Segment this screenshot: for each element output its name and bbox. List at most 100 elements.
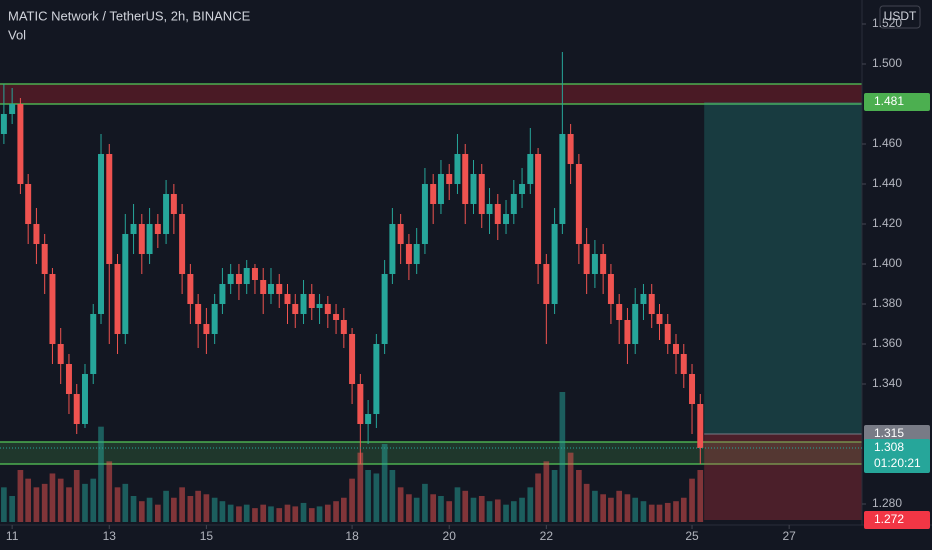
volume-bar: [292, 506, 299, 522]
volume-bar: [519, 497, 525, 522]
volume-bar: [422, 483, 428, 522]
candle-body: [510, 194, 517, 214]
volume-bar: [510, 501, 517, 522]
candle-body: [81, 374, 88, 424]
volume-bar: [171, 497, 177, 522]
candle-body: [478, 174, 485, 214]
volume-bar: [551, 470, 558, 522]
volume-bar: [25, 478, 31, 522]
candle-body: [9, 104, 16, 114]
candle-body: [170, 194, 177, 214]
currency-box[interactable]: [879, 5, 921, 29]
candle-body: [656, 314, 663, 324]
candle-body: [138, 224, 145, 254]
volume-bar: [203, 494, 210, 522]
candle-body: [616, 304, 623, 320]
candle-body: [57, 344, 64, 364]
volume-bar: [130, 496, 137, 522]
volume-bar: [211, 497, 218, 522]
y-tick-label: 1.500: [872, 56, 902, 70]
candle-body: [503, 214, 510, 224]
volume-bar: [243, 504, 250, 522]
volume-bar: [106, 461, 113, 522]
candle-body: [551, 224, 558, 304]
volume-bar: [413, 497, 420, 522]
candle-body: [454, 154, 461, 184]
volume-bar: [365, 470, 371, 522]
price-label: 1.315: [874, 426, 904, 440]
volume-bar: [284, 504, 291, 522]
volume-bar: [430, 494, 437, 522]
candle-body: [154, 224, 161, 234]
candle-body: [689, 374, 696, 404]
x-tick-label: 18: [345, 529, 359, 543]
candle-body: [33, 224, 40, 244]
candle-body: [90, 314, 97, 374]
volume-bar: [648, 504, 655, 522]
volume-bar: [406, 494, 412, 522]
candle-body: [680, 354, 687, 374]
candle-body: [203, 324, 210, 334]
candle-body: [535, 154, 542, 264]
volume-bar: [373, 473, 380, 522]
candle-body: [648, 294, 655, 314]
position-profit: [704, 102, 862, 434]
volume-bar: [276, 508, 283, 522]
candle-body: [607, 274, 614, 304]
y-tick-label: 1.420: [872, 216, 902, 230]
y-tick-label: 1.280: [872, 496, 902, 510]
volume-bar: [559, 392, 566, 522]
volume-bar: [656, 504, 663, 522]
candle-body: [559, 134, 566, 224]
y-tick-label: 1.440: [872, 176, 902, 190]
volume-bar: [138, 501, 145, 522]
candle-body: [381, 274, 388, 344]
candle-body: [470, 174, 477, 204]
volume-bar: [494, 499, 501, 522]
price-label-box: [864, 511, 930, 529]
volume-bar: [333, 501, 339, 522]
volume-bar: [260, 504, 267, 522]
volume-bar: [397, 487, 404, 522]
price-label-box: [864, 425, 930, 443]
x-tick-label: 22: [540, 529, 554, 543]
candle-body: [446, 174, 453, 184]
candle-body: [486, 204, 493, 214]
x-tick-label: 11: [6, 529, 19, 543]
countdown: 01:20:21: [874, 456, 921, 470]
volume-bar: [567, 452, 574, 522]
candle-body: [227, 274, 234, 284]
volume-bar: [616, 490, 623, 522]
volume-bar: [640, 501, 647, 522]
volume-bar: [673, 501, 679, 522]
volume-bar: [66, 487, 72, 522]
volume-bar: [308, 508, 315, 522]
price-label: 1.481: [874, 94, 904, 108]
volume-bar: [624, 494, 631, 522]
volume-bar: [252, 508, 258, 522]
candle-body: [122, 234, 129, 334]
volume-bar: [300, 502, 307, 522]
candle-body: [17, 104, 24, 184]
y-tick-label: 1.400: [872, 256, 902, 270]
volume-bar: [462, 490, 469, 522]
plot-area: [0, 52, 862, 522]
volume-bar: [632, 497, 639, 522]
candle-body: [600, 254, 607, 274]
candle-body: [421, 184, 428, 244]
candle-body: [437, 174, 444, 204]
volume-bar: [680, 497, 687, 522]
zone: [0, 442, 862, 464]
volume-bar: [470, 497, 477, 522]
volume-bar: [73, 470, 80, 522]
volume-bar: [9, 496, 15, 522]
candle-body: [333, 314, 340, 320]
candle-body: [697, 404, 704, 448]
volume-bar: [146, 497, 153, 522]
price-label-box: [864, 93, 930, 111]
candle-body: [591, 254, 598, 274]
candle-body: [462, 154, 469, 204]
candle-body: [211, 304, 218, 334]
candle-body: [49, 274, 56, 344]
